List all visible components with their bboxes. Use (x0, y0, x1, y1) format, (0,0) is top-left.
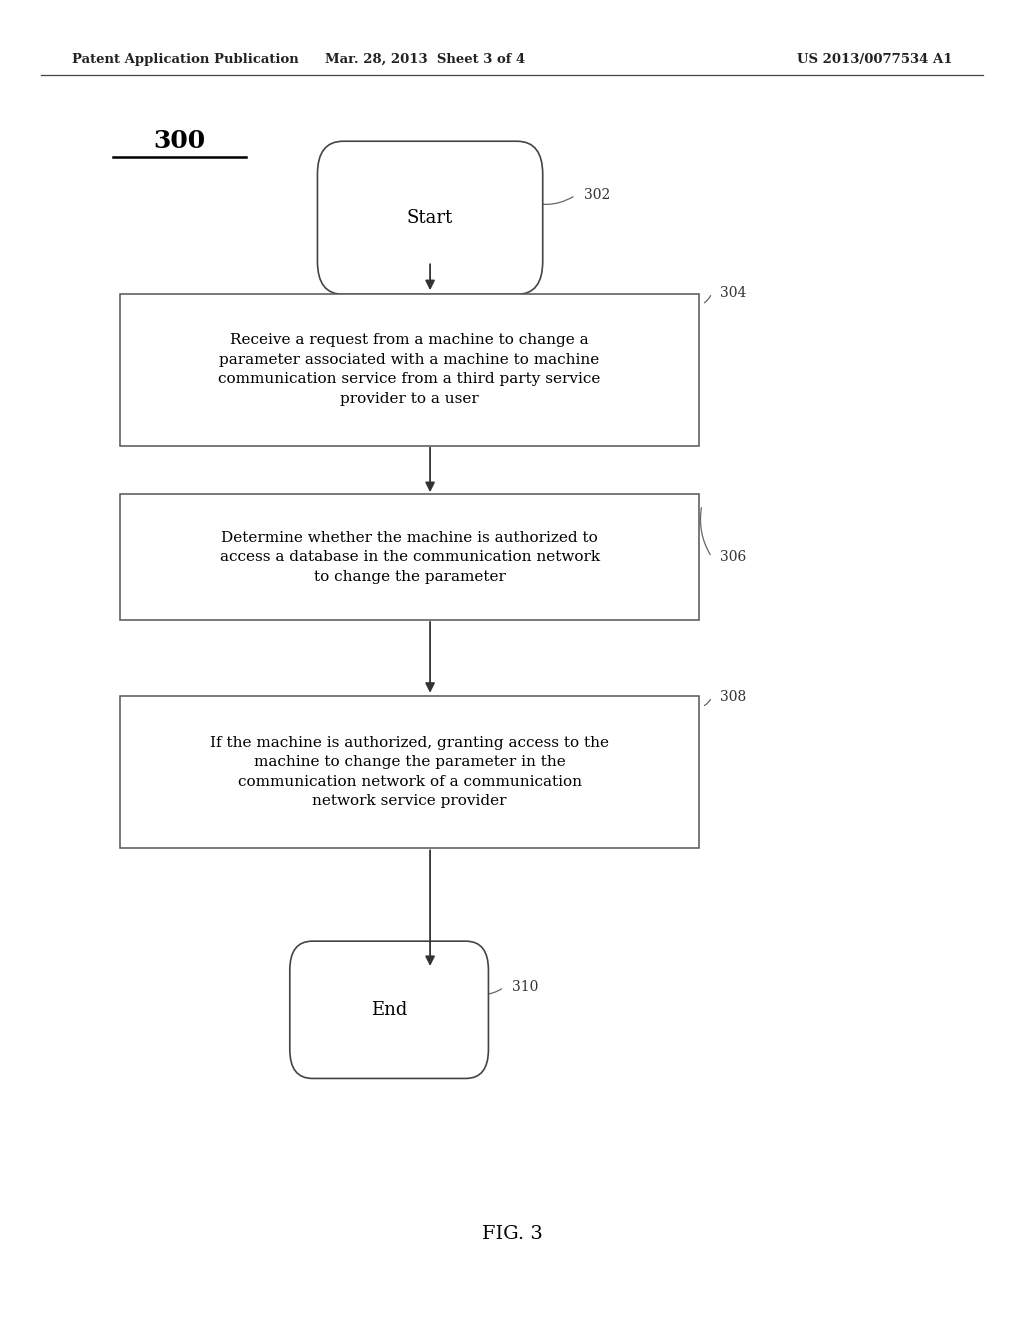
Text: Determine whether the machine is authorized to
access a database in the communic: Determine whether the machine is authori… (219, 531, 600, 583)
Text: 304: 304 (720, 286, 746, 300)
Text: US 2013/0077534 A1: US 2013/0077534 A1 (797, 53, 952, 66)
Text: 308: 308 (720, 690, 746, 704)
FancyArrowPatch shape (705, 700, 711, 706)
Text: 302: 302 (584, 189, 610, 202)
Text: Mar. 28, 2013  Sheet 3 of 4: Mar. 28, 2013 Sheet 3 of 4 (325, 53, 525, 66)
FancyArrowPatch shape (468, 989, 502, 994)
Text: Receive a request from a machine to change a
parameter associated with a machine: Receive a request from a machine to chan… (218, 334, 601, 405)
Text: Patent Application Publication: Patent Application Publication (72, 53, 298, 66)
FancyBboxPatch shape (290, 941, 488, 1078)
FancyBboxPatch shape (317, 141, 543, 294)
FancyArrowPatch shape (705, 296, 711, 302)
FancyBboxPatch shape (121, 495, 698, 620)
FancyBboxPatch shape (121, 697, 698, 849)
Text: End: End (371, 1001, 408, 1019)
FancyArrowPatch shape (700, 508, 711, 554)
FancyArrowPatch shape (519, 197, 573, 205)
Text: 310: 310 (512, 981, 539, 994)
Text: FIG. 3: FIG. 3 (481, 1225, 543, 1243)
FancyBboxPatch shape (121, 294, 698, 446)
Text: 300: 300 (154, 129, 205, 153)
Text: If the machine is authorized, granting access to the
machine to change the param: If the machine is authorized, granting a… (210, 737, 609, 808)
Text: Start: Start (407, 209, 454, 227)
Text: 306: 306 (720, 550, 746, 564)
